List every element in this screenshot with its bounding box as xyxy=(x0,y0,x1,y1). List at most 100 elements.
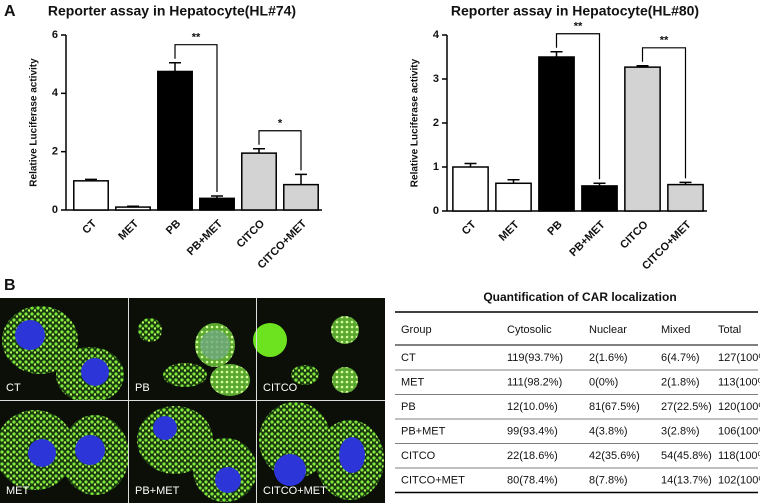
y-tick-label: 3 xyxy=(433,73,439,85)
table-cell: 2(1.6%) xyxy=(589,352,628,364)
x-tick-label: CITCO xyxy=(234,217,267,250)
table-cell: 54(45.8%) xyxy=(661,450,712,462)
table-cell: CT xyxy=(401,352,416,364)
table-cell: 6(4.7%) xyxy=(661,352,700,364)
chart-title: Reporter assay in Hepatocyte(HL#80) xyxy=(451,3,699,19)
table-cell: 42(35.6%) xyxy=(589,450,640,462)
table-header: Total xyxy=(718,324,741,336)
image-label: CT xyxy=(6,382,21,394)
table-cell: 81(67.5%) xyxy=(589,401,640,413)
error-bar xyxy=(169,61,181,72)
error-bar xyxy=(593,182,606,186)
image-label: CITCO xyxy=(263,382,298,394)
table-cell: 27(22.5%) xyxy=(661,401,712,413)
error-bar xyxy=(636,65,649,68)
table-header: Mixed xyxy=(661,324,690,336)
table-cell: CITCO xyxy=(401,450,436,462)
significance-label: ** xyxy=(574,21,583,33)
table-header: Cytosolic xyxy=(507,324,552,336)
error-bar xyxy=(127,205,139,208)
table-cell: 111(98.2%) xyxy=(507,376,562,388)
table-cell: 0(0%) xyxy=(589,376,618,388)
bar xyxy=(115,206,151,211)
y-tick-label: 4 xyxy=(52,87,59,99)
error-bar xyxy=(550,50,563,57)
significance-label: * xyxy=(278,118,283,130)
table-cell: 12(10.0%) xyxy=(507,401,558,413)
bar xyxy=(495,182,532,212)
error-bar xyxy=(679,181,692,185)
x-tick-label: MET xyxy=(116,218,141,243)
significance-bracket xyxy=(555,33,601,180)
image-label: MET xyxy=(6,485,30,497)
panel-label: B xyxy=(4,277,16,294)
y-axis-label: Relative Luciferase activity xyxy=(29,58,40,187)
image-label: CITCO+MET xyxy=(263,485,327,497)
y-axis-label: Relative Luciferase activity xyxy=(410,58,421,187)
error-bar xyxy=(211,195,223,199)
significance-bracket xyxy=(641,47,687,179)
y-tick-label: 0 xyxy=(52,204,58,216)
bar xyxy=(73,180,109,211)
table-cell: 118(100%) xyxy=(718,450,760,462)
y-tick-label: 2 xyxy=(52,146,58,158)
table-title: Quantification of CAR localization xyxy=(483,290,676,304)
table-cell: 8(7.8%) xyxy=(589,474,628,486)
significance-bracket xyxy=(174,44,218,192)
table-header: Group xyxy=(401,324,432,336)
micrographs xyxy=(0,298,385,503)
error-bar xyxy=(253,148,265,154)
y-tick-label: 0 xyxy=(433,205,439,217)
bar xyxy=(199,197,235,211)
table-cell: 127(100%) xyxy=(718,352,760,364)
image-label: PB+MET xyxy=(135,485,180,497)
table-cell: PB xyxy=(401,401,416,413)
table-cell: PB+MET xyxy=(401,425,446,437)
table-cell: MET xyxy=(401,376,425,388)
table-cell: 2(1.8%) xyxy=(661,376,700,388)
x-tick-label: CT xyxy=(80,217,99,236)
significance-label: ** xyxy=(660,35,669,47)
table-cell: 120(100%) xyxy=(718,401,760,413)
bar xyxy=(667,183,704,212)
table-cell: 113(100%) xyxy=(718,376,760,388)
error-bar xyxy=(295,173,307,185)
bar xyxy=(624,66,661,212)
bar xyxy=(538,56,575,212)
x-tick-label: CT xyxy=(460,218,479,237)
table-cell: 99(93.4%) xyxy=(507,425,558,437)
x-tick-label: PB xyxy=(545,219,564,238)
chart-title: Reporter assay in Hepatocyte(HL#74) xyxy=(48,3,296,19)
panel-label: A xyxy=(4,3,16,20)
x-tick-label: MET xyxy=(497,219,522,244)
bar xyxy=(283,183,319,211)
table-cell: 14(13.7%) xyxy=(661,474,712,486)
bar xyxy=(157,70,193,211)
table-cell: 80(78.4%) xyxy=(507,474,558,486)
table-cell: CITCO+MET xyxy=(401,474,465,486)
significance-bracket xyxy=(258,130,302,171)
bar xyxy=(581,185,618,212)
table-cell: 3(2.8%) xyxy=(661,425,700,437)
y-tick-label: 6 xyxy=(52,29,58,41)
table-header: Nuclear xyxy=(589,324,627,336)
image-label: PB xyxy=(135,382,150,394)
table-cell: 4(3.8%) xyxy=(589,425,628,437)
bar xyxy=(241,152,277,211)
x-tick-label: PB xyxy=(164,218,183,237)
table-cell: 22(18.6%) xyxy=(507,450,558,462)
error-bar xyxy=(464,162,477,167)
error-bar xyxy=(507,179,520,184)
x-tick-label: PB+MET xyxy=(567,219,607,259)
y-tick-label: 2 xyxy=(433,117,439,129)
table-cell: 102(100%) xyxy=(718,474,760,486)
table-cell: 106(100%) xyxy=(718,425,760,437)
bar xyxy=(452,166,489,212)
x-tick-label: CITCO xyxy=(618,218,651,251)
error-bar xyxy=(85,178,97,181)
y-tick-label: 4 xyxy=(433,29,440,41)
table-cell: 119(93.7%) xyxy=(507,352,563,364)
significance-label: ** xyxy=(192,32,201,44)
x-tick-label: PB+MET xyxy=(185,218,225,258)
